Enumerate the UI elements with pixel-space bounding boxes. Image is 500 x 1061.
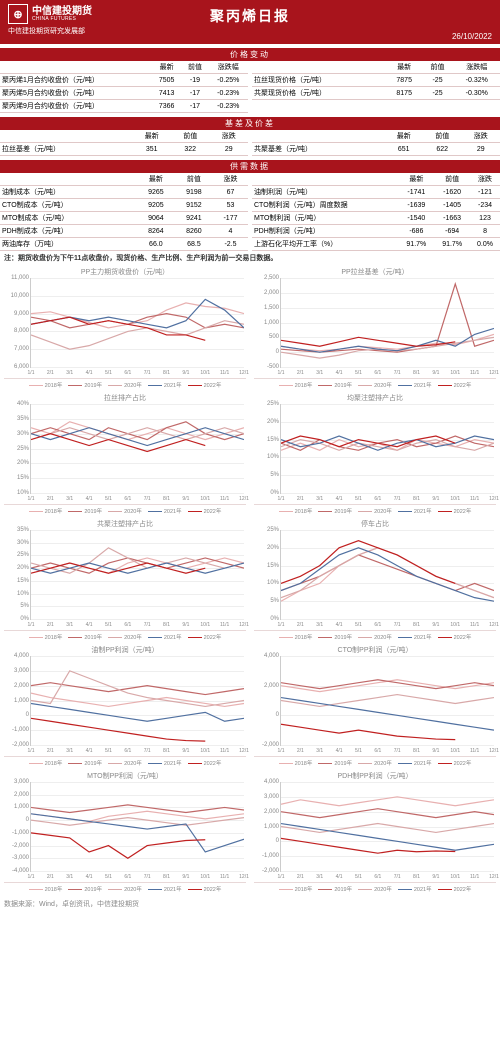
footnote: 注：期货收盘价为下午11点收盘价，现货价格、生产比例、生产利润为前一交易日数据。 [0, 251, 500, 265]
dept-name: 中信建投期货研究发展部 [8, 26, 85, 36]
chart-title: CTO制PP利润（元/吨） [254, 645, 496, 655]
chart-cell: 拉丝排产占比10%15%20%25%30%35%40%1/12/13/14/15… [0, 391, 250, 517]
chart-cell: 油制PP利润（元/吨）-2,000-1,00001,0002,0003,0004… [0, 643, 250, 769]
chart-plot: -4,000-3,000-2,000-1,00001,0002,0003,000… [30, 782, 244, 872]
chart-title: MTO制PP利润（元/吨） [4, 771, 246, 781]
chart-legend: 2018年2019年2020年2021年2022年 [254, 504, 496, 515]
chart-plot: -2,00002,0004,0001/12/13/14/15/16/17/18/… [280, 656, 494, 746]
chart-title: 共聚注塑排产占比 [4, 519, 246, 529]
chart-legend: 2018年2019年2020年2021年2022年 [4, 756, 246, 767]
chart-legend: 2018年2019年2020年2021年2022年 [254, 378, 496, 389]
chart-cell: MTO制PP利润（元/吨）-4,000-3,000-2,000-1,00001,… [0, 769, 250, 895]
section-supply: 供需数据 [0, 160, 500, 173]
chart-legend: 2018年2019年2020年2021年2022年 [4, 630, 246, 641]
chart-cell: PDH制PP利润（元/吨）-2,000-1,00001,0002,0003,00… [250, 769, 500, 895]
chart-legend: 2018年2019年2020年2021年2022年 [4, 504, 246, 515]
chart-plot: 10%15%20%25%30%35%40%1/12/13/14/15/16/17… [30, 404, 244, 494]
chart-plot: -2,000-1,00001,0002,0003,0004,0001/12/13… [30, 656, 244, 746]
chart-cell: 均聚注塑排产占比0%5%10%15%20%25%1/12/13/14/15/16… [250, 391, 500, 517]
chart-legend: 2018年2019年2020年2021年2022年 [254, 882, 496, 893]
chart-title: PP主力期货收盘价（元/吨） [4, 267, 246, 277]
chart-title: 拉丝排产占比 [4, 393, 246, 403]
section-basis: 基差及价差 [0, 117, 500, 130]
chart-plot: -2,000-1,00001,0002,0003,0004,0001/12/13… [280, 782, 494, 872]
chart-title: 停车占比 [254, 519, 496, 529]
chart-cell: PP拉丝基差（元/吨）-50005001,0001,5002,0002,5001… [250, 265, 500, 391]
chart-cell: 停车占比0%5%10%15%20%25%1/12/13/14/15/16/17/… [250, 517, 500, 643]
supply-table: 最新前值涨跌油制成本（元/吨）9265919867CTO制成本（元/吨）9205… [0, 173, 500, 251]
chart-title: 均聚注塑排产占比 [254, 393, 496, 403]
chart-plot: 0%5%10%15%20%25%1/12/13/14/15/16/17/18/1… [280, 404, 494, 494]
chart-plot: 0%5%10%15%20%25%30%35%1/12/13/14/15/16/1… [30, 530, 244, 620]
report-title: 聚丙烯日报 [0, 6, 500, 26]
chart-legend: 2018年2019年2020年2021年2022年 [254, 630, 496, 641]
chart-cell: PP主力期货收盘价（元/吨）6,0007,0008,0009,00010,000… [0, 265, 250, 391]
chart-cell: 共聚注塑排产占比0%5%10%15%20%25%30%35%1/12/13/14… [0, 517, 250, 643]
chart-plot: 6,0007,0008,0009,00010,00011,0001/12/13/… [30, 278, 244, 368]
chart-title: PDH制PP利润（元/吨） [254, 771, 496, 781]
chart-title: 油制PP利润（元/吨） [4, 645, 246, 655]
chart-plot: -50005001,0001,5002,0002,5001/12/13/14/1… [280, 278, 494, 368]
report-header: ⊕ 中信建投期货 CHINA FUTURES 聚丙烯日报 中信建投期货研究发展部… [0, 0, 500, 44]
basis-table: 最新前值涨跌拉丝基差（元/吨）35132229最新前值涨跌共聚基差（元/吨）65… [0, 130, 500, 156]
chart-cell: CTO制PP利润（元/吨）-2,00002,0004,0001/12/13/14… [250, 643, 500, 769]
price-table: 最新前值涨跌幅聚丙烯1月合约收盘价（元/吨）7505-19-0.25%聚丙烯5月… [0, 61, 500, 113]
data-source: 数据来源：Wind，卓创资讯，中信建投期货 [0, 895, 500, 913]
chart-legend: 2018年2019年2020年2021年2022年 [4, 882, 246, 893]
chart-legend: 2018年2019年2020年2021年2022年 [254, 756, 496, 767]
section-price: 价格变动 [0, 48, 500, 61]
report-date: 26/10/2022 [452, 32, 492, 41]
chart-legend: 2018年2019年2020年2021年2022年 [4, 378, 246, 389]
chart-plot: 0%5%10%15%20%25%1/12/13/14/15/16/17/18/1… [280, 530, 494, 620]
chart-grid: PP主力期货收盘价（元/吨）6,0007,0008,0009,00010,000… [0, 265, 500, 895]
chart-title: PP拉丝基差（元/吨） [254, 267, 496, 277]
